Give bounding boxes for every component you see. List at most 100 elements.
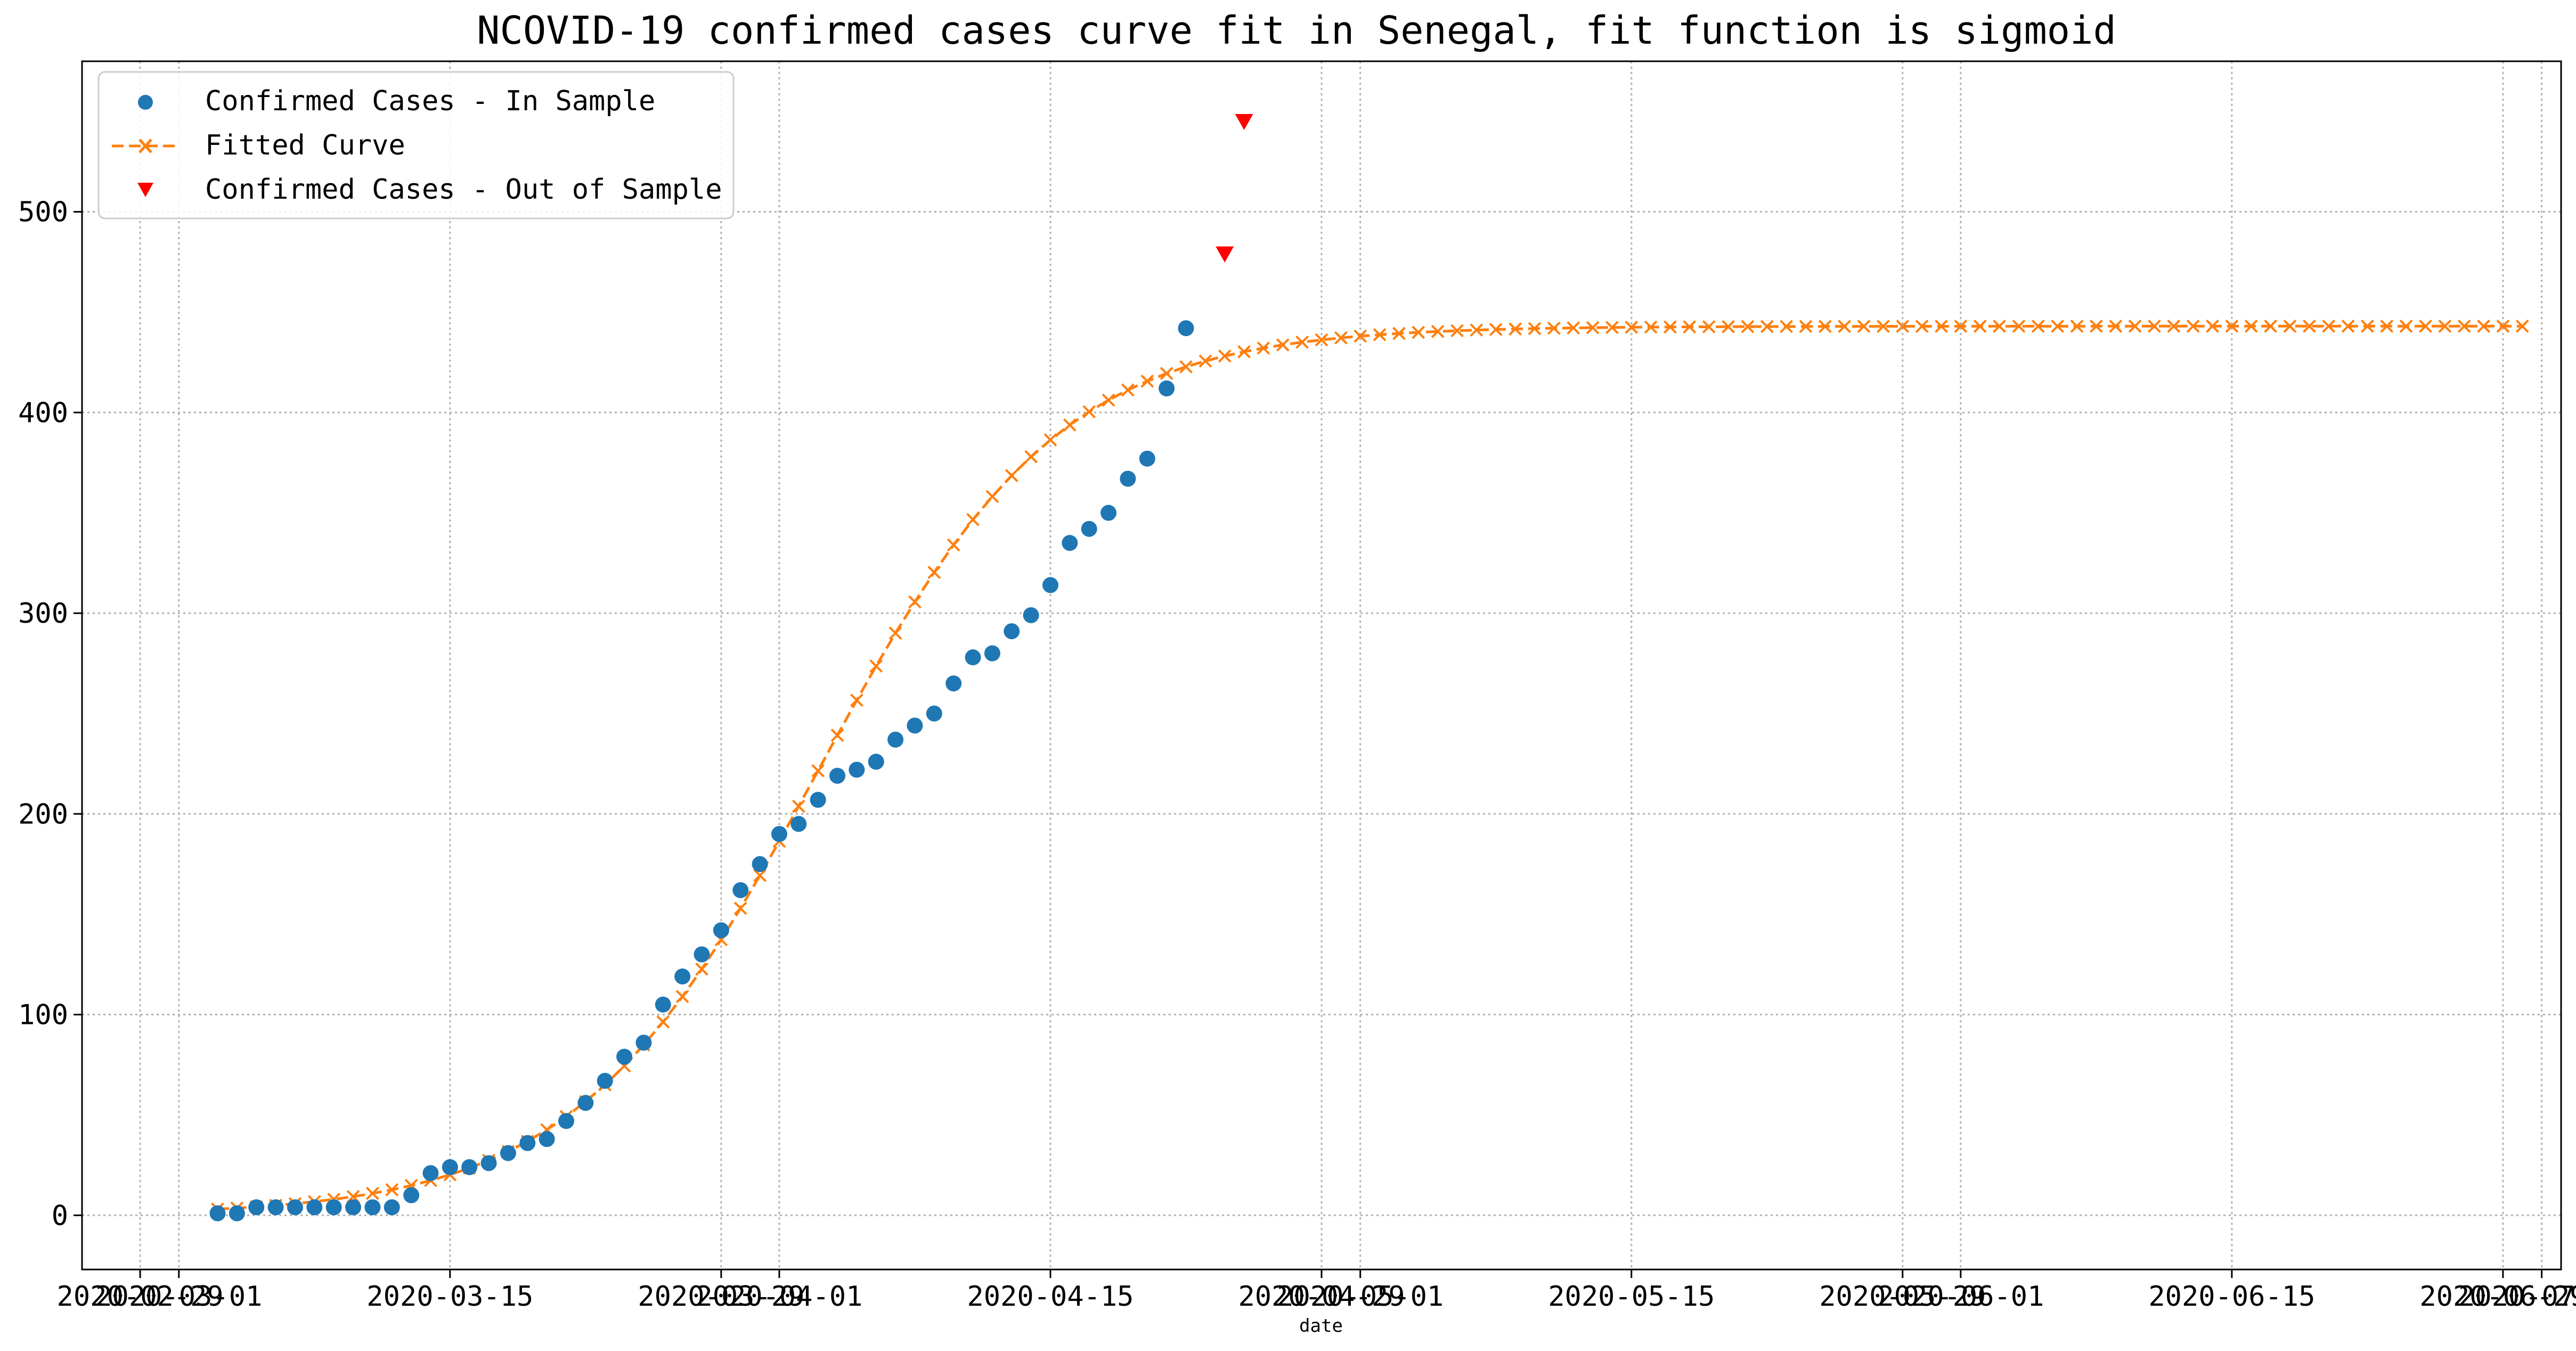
fitted-curve-marker <box>1121 383 1135 397</box>
out-of-sample-series <box>1216 114 1253 263</box>
fitted-curve-marker <box>947 538 960 552</box>
fitted-curve-marker <box>2322 319 2336 333</box>
in-sample-point <box>519 1135 536 1151</box>
fitted-curve-marker <box>1702 320 1716 333</box>
y-tick-label: 500 <box>18 197 68 229</box>
fitted-curve-marker <box>1664 320 1677 334</box>
out-of-sample-point <box>1235 114 1253 131</box>
fitted-curve-marker <box>1973 320 1987 333</box>
fitted-curve-marker <box>656 1015 670 1029</box>
in-sample-point <box>1159 380 1175 397</box>
legend-in-sample-label: Confirmed Cases - In Sample <box>205 85 655 117</box>
fitted-curve-marker <box>1509 322 1522 336</box>
out-of-sample-point <box>1216 246 1234 263</box>
in-sample-point <box>577 1095 594 1111</box>
in-sample-point <box>1178 320 1194 337</box>
fitted-curve-marker <box>2206 319 2219 333</box>
in-sample-point <box>965 649 981 665</box>
in-sample-point <box>306 1199 323 1216</box>
in-sample-point <box>248 1199 265 1216</box>
fitted-curve-marker <box>1683 320 1697 333</box>
fitted-curve-marker <box>1140 375 1154 388</box>
fitted-curve-marker <box>2264 319 2278 333</box>
fitted-curve-marker <box>1082 405 1096 419</box>
in-sample-point <box>403 1187 420 1203</box>
fitted-curve-marker <box>1567 321 1580 335</box>
fitted-curve-marker <box>1625 320 1638 334</box>
fitted-curve-marker <box>1605 321 1619 335</box>
in-sample-point <box>868 753 884 770</box>
fitted-curve-marker <box>2167 319 2181 333</box>
fitted-curve-marker <box>733 901 747 915</box>
in-sample-point <box>461 1159 478 1175</box>
fitted-curve-marker <box>2283 319 2297 333</box>
y-tick-label: 100 <box>18 999 68 1031</box>
fitted-curve-marker <box>2302 319 2316 333</box>
x-tick-label: 2020-04-29 <box>1238 1281 1405 1313</box>
fitted-curve-marker <box>2225 319 2239 333</box>
fitted-curve-marker <box>927 565 941 579</box>
fitted-curve-marker <box>753 868 767 882</box>
fitted-curve-marker <box>695 962 708 976</box>
fitted-curve-marker <box>908 595 922 609</box>
legend-fitted-label: Fitted Curve <box>205 129 405 161</box>
y-tick-label: 400 <box>18 397 68 429</box>
fitted-curve-marker <box>985 490 999 503</box>
fitted-curve-marker <box>1199 354 1212 368</box>
in-sample-point <box>829 768 846 784</box>
in-sample-point <box>907 718 923 734</box>
in-sample-point <box>480 1155 497 1171</box>
fitted-curve-marker <box>2244 319 2258 333</box>
in-sample-point <box>732 882 749 898</box>
in-sample-point <box>655 996 671 1013</box>
in-sample-point <box>674 968 691 984</box>
legend-out-of-sample-label: Confirmed Cases - Out of Sample <box>205 174 722 206</box>
in-sample-point <box>287 1199 303 1216</box>
in-sample-point <box>442 1159 458 1175</box>
fitted-curve-marker <box>1354 329 1367 343</box>
fitted-curve-marker <box>2399 319 2413 333</box>
fitted-curve-marker <box>1722 320 1735 333</box>
in-sample-point <box>229 1205 245 1222</box>
in-sample-point <box>635 1035 652 1051</box>
fitted-curve-marker <box>1489 323 1503 336</box>
in-sample-point <box>752 856 768 872</box>
in-sample-point <box>945 675 962 691</box>
in-sample-point <box>267 1199 284 1216</box>
fitted-curve-marker <box>1644 320 1658 334</box>
in-sample-series <box>209 320 1194 1222</box>
x-tick-label: 2020-02-29 <box>57 1281 224 1313</box>
in-sample-point <box>810 792 826 808</box>
in-sample-point <box>500 1145 516 1161</box>
in-sample-point <box>1081 520 1097 537</box>
x-tick-label: 2020-03-15 <box>366 1281 533 1313</box>
fitted-curve-marker <box>1450 324 1464 338</box>
fitted-curve-marker <box>966 512 980 526</box>
fitted-curve-marker <box>2148 319 2161 333</box>
y-tick-label: 0 <box>52 1200 68 1232</box>
fitted-curve-marker <box>1586 321 1600 335</box>
fitted-curve-marker <box>1295 335 1309 349</box>
fitted-curve-marker <box>1257 341 1270 355</box>
chart-legend: Confirmed Cases - In Sample Fitted Curve… <box>97 71 735 219</box>
in-sample-point <box>384 1199 400 1216</box>
x-tick-label: 2020-06-15 <box>2148 1281 2315 1313</box>
fitted-curve-marker <box>1024 450 1038 463</box>
fitted-curve-marker <box>2360 319 2374 333</box>
x-tick-label: 2020-03-01 <box>95 1281 262 1313</box>
in-sample-point <box>422 1165 439 1182</box>
in-sample-point <box>325 1199 342 1216</box>
fitted-curve-marker <box>1760 320 1774 333</box>
fitted-curve-marker <box>2457 319 2471 333</box>
fitted-curve-marker <box>2186 319 2200 333</box>
in-sample-point <box>1120 470 1136 487</box>
x-tick-label: 2020-06-01 <box>1877 1281 2044 1313</box>
fitted-curve-marker <box>811 764 825 778</box>
fitted-curve-marker <box>2109 319 2123 333</box>
fitted-curve-marker <box>1954 320 1968 333</box>
fitted-curve-marker <box>1528 322 1542 336</box>
fitted-curve-marker <box>2012 319 2026 333</box>
fitted-curve-marker <box>850 693 863 707</box>
